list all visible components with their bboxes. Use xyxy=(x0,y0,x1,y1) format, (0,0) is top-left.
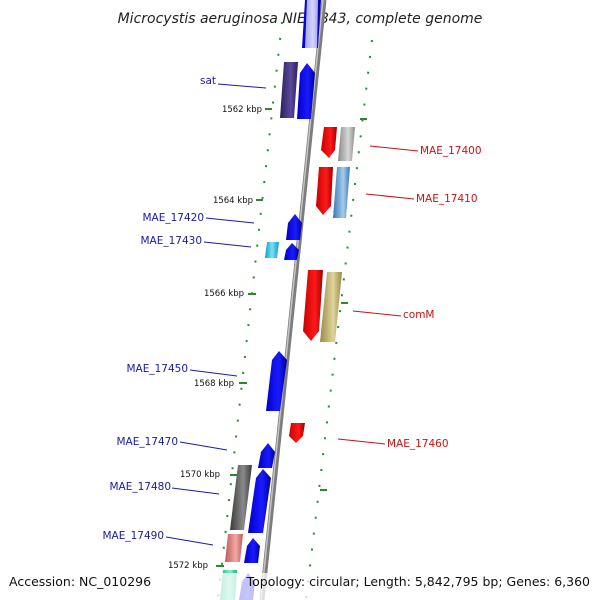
accession-text: Accession: NC_010296 xyxy=(9,574,151,589)
label-sat[interactable]: sat xyxy=(200,75,216,87)
gene-mae-17400[interactable] xyxy=(321,127,337,158)
label-mae-17420[interactable]: MAE_17420 xyxy=(142,212,204,224)
label-mae-17460[interactable]: MAE_17460 xyxy=(387,438,449,450)
gene-sat-aux[interactable] xyxy=(280,62,298,118)
label-mae-17410[interactable]: MAE_17410 xyxy=(416,193,478,205)
label-mae-17450[interactable]: MAE_17450 xyxy=(126,363,188,375)
tick-label-1572: 1572 kbp xyxy=(168,561,208,571)
forward-gene-block[interactable] xyxy=(305,0,318,48)
gene-mae-17490-aux[interactable] xyxy=(225,534,243,562)
inner-dotted-ring xyxy=(217,21,283,600)
tick-label-1564: 1564 kbp xyxy=(213,196,253,206)
gene-mae-17400-aux[interactable] xyxy=(338,127,355,161)
forward-strand-features xyxy=(220,0,321,600)
tick-label-1566: 1566 kbp xyxy=(204,289,244,299)
gene-mae-17480[interactable] xyxy=(248,469,271,533)
gene-mae-17460[interactable] xyxy=(289,423,305,443)
gene-mae-17490[interactable] xyxy=(244,538,260,563)
tick-label-1562: 1562 kbp xyxy=(222,105,262,115)
label-mae-17400[interactable]: MAE_17400 xyxy=(420,145,482,157)
gene-mae-17430-aux[interactable] xyxy=(265,242,279,258)
map-title: Microcystis aeruginosa NIES-843, complet… xyxy=(118,11,483,27)
gene-comm-aux[interactable] xyxy=(320,272,342,342)
gene-mae-17470[interactable] xyxy=(258,443,275,468)
forward-label-leaders xyxy=(165,83,267,546)
gene-mae-17410-aux[interactable] xyxy=(333,167,350,218)
label-comm[interactable]: comM xyxy=(403,309,435,321)
label-mae-17490[interactable]: MAE_17490 xyxy=(102,530,164,542)
gene-mae-17450[interactable] xyxy=(266,351,287,411)
reverse-strand-features xyxy=(289,127,355,443)
gene-mae-17430[interactable] xyxy=(284,243,299,260)
scale-tick-marks xyxy=(216,108,272,567)
footer-backdrop xyxy=(0,573,600,600)
gene-mae-17410[interactable] xyxy=(316,167,333,215)
tick-label-1570: 1570 kbp xyxy=(180,470,220,480)
scale-tick-labels: 1562 kbp 1564 kbp 1566 kbp 1568 kbp 1570… xyxy=(168,105,262,571)
tick-label-1568: 1568 kbp xyxy=(194,379,234,389)
gene-mae-17420[interactable] xyxy=(286,214,302,240)
label-mae-17430[interactable]: MAE_17430 xyxy=(140,235,202,247)
outer-tick-marks xyxy=(320,118,367,491)
gene-comm[interactable] xyxy=(303,270,323,341)
reverse-label-leaders xyxy=(337,145,419,445)
gene-sat[interactable] xyxy=(297,63,315,119)
label-mae-17470[interactable]: MAE_17470 xyxy=(116,436,178,448)
label-mae-17480[interactable]: MAE_17480 xyxy=(109,481,171,493)
forward-gene-labels: sat MAE_17420 MAE_17430 MAE_17450 MAE_17… xyxy=(102,75,216,542)
genome-summary-text: Topology: circular; Length: 5,842,795 bp… xyxy=(246,574,590,589)
reverse-gene-labels: MAE_17400 MAE_17410 comM MAE_17460 xyxy=(387,145,482,450)
gene-mae-17480-aux[interactable] xyxy=(230,465,252,530)
genome-backbone xyxy=(259,0,327,600)
